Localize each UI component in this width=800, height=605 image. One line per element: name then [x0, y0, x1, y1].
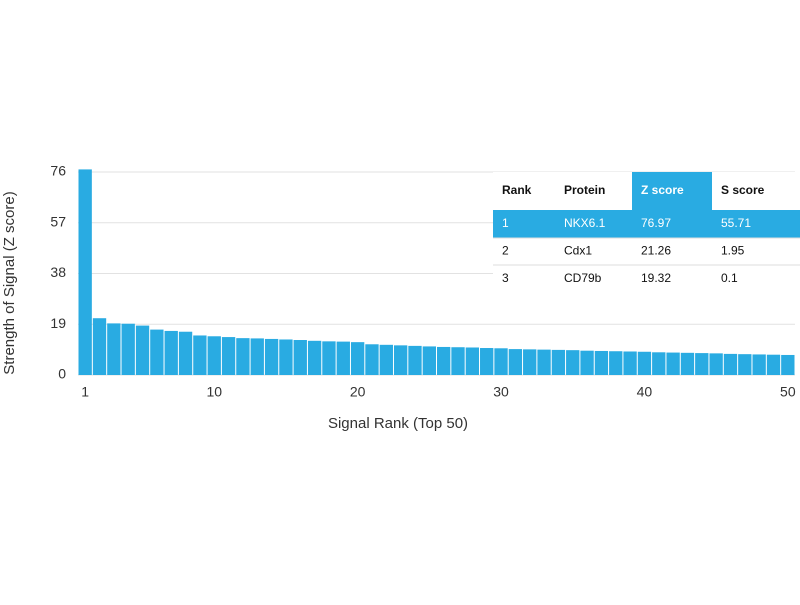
- bar: [365, 344, 379, 375]
- x-tick-label: 20: [350, 384, 366, 400]
- bar: [293, 340, 307, 375]
- bar: [164, 330, 178, 375]
- bar: [551, 349, 566, 375]
- bar: [264, 338, 279, 375]
- x-axis-title: Signal Rank (Top 50): [328, 415, 468, 432]
- table-header: Rank: [502, 183, 532, 197]
- table-cell: Cdx1: [564, 244, 592, 258]
- x-tick-label: 30: [493, 384, 509, 400]
- bar: [92, 318, 107, 375]
- bar: [580, 350, 594, 375]
- row-highlight: [493, 210, 800, 238]
- bar: [752, 354, 766, 375]
- bar: [336, 341, 350, 375]
- x-tick-label: 50: [780, 384, 796, 400]
- table-cell: 19.32: [641, 271, 671, 285]
- x-tick-label: 10: [206, 384, 222, 400]
- table-cell: 1.95: [721, 244, 745, 258]
- bar: [150, 329, 164, 375]
- table-cell: 76.97: [641, 216, 671, 230]
- bar: [207, 336, 221, 375]
- bar: [437, 346, 451, 375]
- bar: [178, 331, 193, 375]
- bar: [250, 338, 264, 375]
- x-tick-label: 40: [637, 384, 653, 400]
- bar: [666, 352, 680, 375]
- table-cell: 3: [502, 271, 509, 285]
- bar: [422, 346, 436, 375]
- table-cell: CD79b: [564, 271, 602, 285]
- bar: [322, 341, 336, 375]
- x-tick-label: 1: [81, 384, 89, 400]
- table-header: Protein: [564, 183, 605, 197]
- table-header: S score: [721, 183, 765, 197]
- bar: [609, 351, 623, 375]
- bar: [307, 340, 322, 375]
- bar: [537, 349, 551, 375]
- bar: [494, 348, 508, 375]
- bar: [566, 350, 580, 375]
- bar: [121, 323, 135, 375]
- bar: [135, 325, 150, 375]
- bar: [766, 354, 781, 375]
- y-tick-label: 38: [50, 264, 66, 280]
- bar: [221, 337, 236, 375]
- bar: [236, 338, 250, 375]
- bar: [379, 344, 393, 375]
- bar: [193, 335, 207, 375]
- bar: [709, 353, 723, 375]
- table-cell: 2: [502, 244, 509, 258]
- bar: [408, 345, 422, 375]
- y-tick-label: 57: [50, 213, 66, 229]
- bar: [695, 353, 709, 375]
- bar: [594, 350, 609, 375]
- table-cell: 0.1: [721, 271, 738, 285]
- bar: [623, 351, 637, 375]
- bar: [723, 353, 738, 375]
- bar: [523, 349, 537, 375]
- bar: [781, 354, 795, 375]
- table-cell: NKX6.1: [564, 216, 606, 230]
- bar: [279, 339, 293, 375]
- bar: [738, 354, 752, 375]
- y-tick-label: 19: [50, 315, 66, 331]
- header-highlight: [632, 172, 712, 210]
- table-cell: 55.71: [721, 216, 751, 230]
- bar: [78, 169, 92, 375]
- bar: [680, 352, 695, 375]
- bar: [393, 345, 408, 375]
- bar: [637, 351, 652, 375]
- y-axis-title: Strength of Signal (Z score): [1, 191, 18, 374]
- bar: [508, 349, 523, 375]
- table-cell: 21.26: [641, 244, 671, 258]
- y-tick-label: 0: [58, 366, 66, 382]
- bar: [451, 347, 465, 375]
- table-header: Z score: [641, 183, 684, 197]
- y-tick-label: 76: [50, 163, 66, 179]
- bar: [465, 347, 480, 375]
- bar: [350, 342, 365, 375]
- table-cell: 1: [502, 216, 509, 230]
- bar: [652, 352, 666, 375]
- bar: [107, 323, 121, 375]
- bar: [480, 348, 494, 375]
